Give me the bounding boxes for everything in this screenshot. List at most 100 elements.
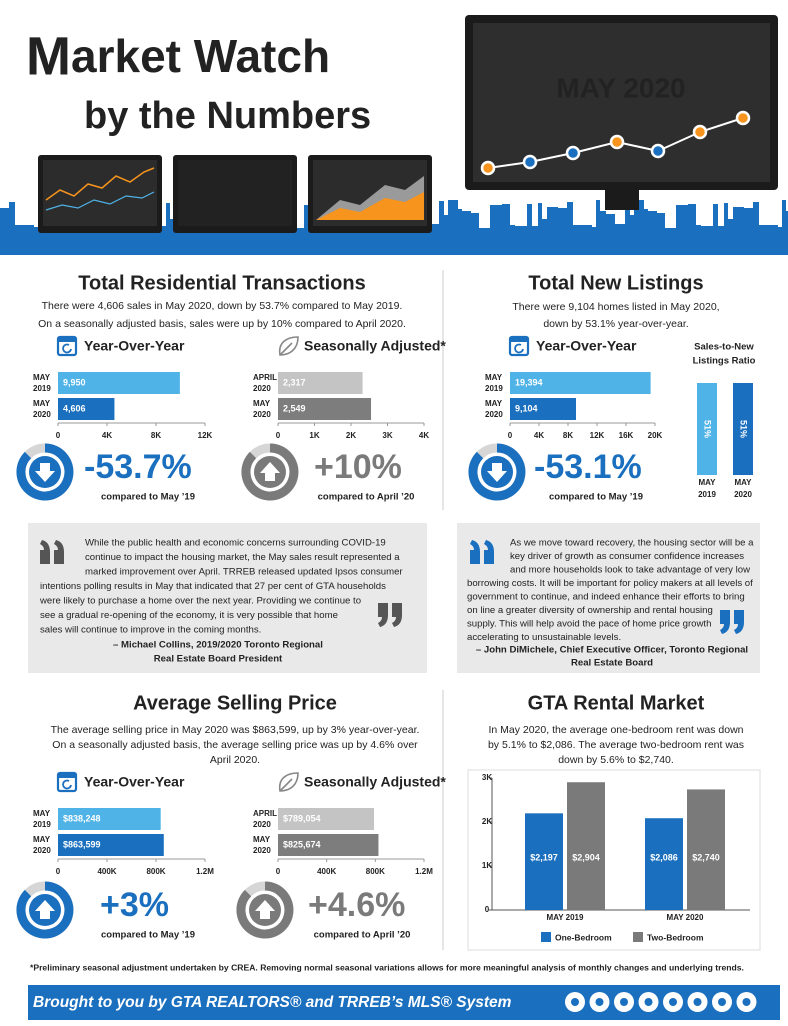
quote-line: continue to impact the housing market, t… [85, 552, 400, 563]
quote-line: see a gradual re-opening of the economy,… [40, 610, 338, 621]
screen-dots [480, 110, 751, 176]
dot [522, 154, 538, 170]
x-tick-label: 8K [151, 431, 161, 440]
change-value: +4.6% [308, 886, 405, 924]
x-tick-label: 0 [56, 867, 61, 876]
gauge-arc [16, 443, 74, 501]
x-tick-label: 4K [419, 431, 429, 440]
value-label: 4,606 [63, 403, 86, 413]
gauge-arrow [255, 900, 275, 919]
y-tick-label: 3K [482, 773, 492, 782]
category-label: 2020 [253, 384, 271, 393]
x-tick-label: 4K [102, 431, 112, 440]
bar [58, 834, 164, 856]
x-tick-label: 0 [276, 867, 281, 876]
x-tick-label: 1K [309, 431, 319, 440]
calendar-icon [510, 337, 528, 342]
screen-line [45, 191, 155, 211]
value-label: $838,248 [63, 813, 101, 823]
category-label: 2019 [33, 820, 51, 829]
gauge-arrow [487, 463, 507, 482]
footer-text: Brought to you by GTA REALTORS® and TRRE… [33, 994, 512, 1011]
big-screen [473, 23, 770, 182]
footnote: *Preliminary seasonal adjustment underta… [30, 962, 744, 972]
section-title: Total New Listings [528, 272, 703, 294]
gauge-arrow [35, 900, 55, 919]
social-icon-dot [669, 998, 677, 1006]
quote-line: government to continue, and indeed enhan… [467, 592, 745, 603]
category-label: 2019 [485, 384, 503, 393]
change-value: -53.1% [534, 448, 642, 486]
quote-line: As we move toward recovery, the housing … [510, 538, 754, 549]
x-tick-label: 0 [508, 431, 513, 440]
bar [697, 383, 717, 475]
social-icon-dot [595, 998, 604, 1006]
category-label: MAY [33, 835, 51, 844]
bar [567, 782, 605, 910]
x-tick-label: 8K [563, 431, 573, 440]
x-tick-label: 400K [97, 867, 116, 876]
category-label: 2020 [33, 846, 51, 855]
change-caption: compared to April ’20 [318, 492, 415, 503]
paragraph: On a seasonally adjusted basis, the aver… [52, 739, 418, 751]
dot [650, 143, 666, 159]
category-label: MAY [485, 373, 503, 382]
value-label: 2,317 [283, 377, 306, 387]
quote-mark [470, 540, 480, 564]
gauge-arc [236, 881, 294, 939]
x-tick-label: 2K [346, 431, 356, 440]
legend-swatch [633, 932, 643, 942]
value-label: 9,104 [515, 403, 538, 413]
quote-line: and more households look to take advanta… [510, 565, 750, 576]
value-label: 19,394 [515, 377, 543, 387]
value-label: $2,740 [692, 852, 720, 862]
category-label: APRIL [253, 373, 277, 382]
dot [565, 145, 581, 161]
quote-mark [392, 603, 402, 627]
calendar-icon [62, 343, 72, 354]
screen [43, 160, 157, 226]
x-tick-label: 800K [366, 867, 385, 876]
paragraph: The average selling price in May 2020 wa… [51, 724, 420, 736]
social-icon-dot [693, 998, 702, 1006]
paragraph: down by 5.6% to $2,740. [558, 754, 674, 766]
chart-title: Year-Over-Year [84, 774, 185, 790]
quote-attribution: – John DiMichele, Chief Executive Office… [476, 645, 748, 656]
monitors: Toronto Regional Real Estate Board Profe… [38, 15, 778, 233]
y-tick-label: 2K [482, 817, 492, 826]
chart-title: Year-Over-Year [84, 338, 185, 354]
chart-title: Seasonally Adjusted* [304, 338, 446, 354]
section-title: Total Residential Transactions [78, 272, 365, 294]
category-label: MAY [734, 478, 752, 487]
quote-mark [40, 540, 50, 564]
bar [510, 398, 577, 420]
quote-box [457, 523, 760, 673]
category-label: 2019 [33, 384, 51, 393]
section-title: Average Selling Price [133, 692, 337, 714]
x-tick-label: 1.2M [415, 867, 433, 876]
social-icon-dot [620, 998, 628, 1006]
quote-mark [378, 603, 388, 627]
x-tick-label: MAY 2020 [667, 913, 704, 922]
dot [735, 110, 751, 126]
social-icon-dot [644, 998, 653, 1006]
gauge-arrow [35, 463, 55, 482]
value-label: 51% [739, 420, 749, 438]
chart-title: Listings Ratio [693, 356, 756, 367]
paragraph: April 2020. [210, 754, 260, 766]
screen [178, 160, 292, 226]
quote-line: supply. This will help avoid the pace of… [467, 619, 711, 630]
chart-title: Seasonally Adjusted* [304, 774, 446, 790]
quote-line: marked improvement over April. TRREB rel… [85, 567, 403, 578]
change-value: -53.7% [84, 448, 192, 486]
paragraph: by 5.1% to $2,086. The average two-bedro… [488, 739, 744, 751]
quote-attribution: Real Estate Board [571, 658, 653, 669]
title-initial: M [26, 26, 71, 86]
change-caption: compared to May ’19 [101, 930, 195, 941]
paragraph: In May 2020, the average one-bedroom ren… [488, 724, 743, 736]
screen-tagline: Professionals connecting people, [200, 202, 266, 207]
category-label: APRIL [253, 809, 277, 818]
category-label: 2020 [253, 410, 271, 419]
x-tick-label: 0 [276, 431, 281, 440]
